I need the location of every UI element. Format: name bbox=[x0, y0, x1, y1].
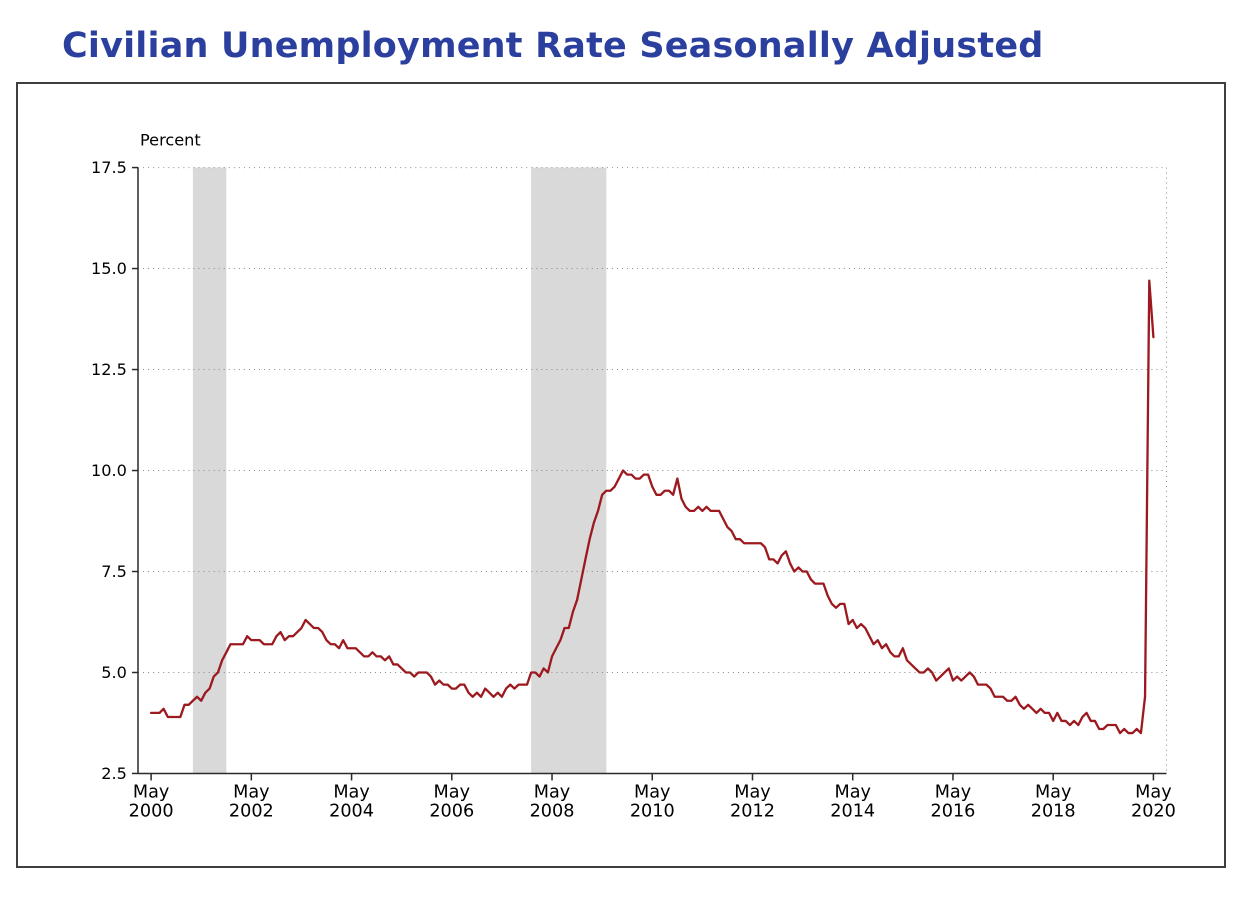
y-tick-label: 15.0 bbox=[91, 259, 127, 278]
x-tick-label: May 2000 bbox=[129, 782, 174, 821]
x-tick-label: May 2014 bbox=[830, 782, 875, 821]
chart-panel: 2.5 5.0 7.5 10.0 12.5 15.0 17.5 May 2000 May 2002 M… bbox=[16, 82, 1226, 868]
x-tick-label: May 2012 bbox=[730, 782, 775, 821]
y-axis-title: Percent bbox=[140, 131, 201, 150]
x-tick-label: May 2006 bbox=[429, 782, 474, 821]
y-tick-label: 12.5 bbox=[91, 360, 127, 379]
x-tick-label: May 2010 bbox=[630, 782, 675, 821]
x-tick-label: May 2018 bbox=[1031, 782, 1076, 821]
y-tick-label: 17.5 bbox=[91, 158, 127, 177]
y-tick-label: 5.0 bbox=[101, 663, 127, 682]
recession-2008-band bbox=[531, 167, 607, 774]
unemployment-line-chart: 2.5 5.0 7.5 10.0 12.5 15.0 17.5 May 2000 May 2002 M… bbox=[91, 131, 1176, 821]
y-tick-label: 10.0 bbox=[91, 461, 127, 480]
x-tick-label: May 2020 bbox=[1131, 782, 1176, 821]
x-tick-label: May 2004 bbox=[329, 782, 374, 821]
unemployment-series-line bbox=[149, 279, 1155, 735]
page-title: Civilian Unemployment Rate Seasonally Ad… bbox=[62, 26, 1044, 66]
x-tick-label: May 2016 bbox=[931, 782, 976, 821]
y-tick-label: 7.5 bbox=[101, 562, 127, 581]
x-tick-label: May 2008 bbox=[530, 782, 575, 821]
x-tick-label: May 2002 bbox=[229, 782, 274, 821]
y-tick-label: 2.5 bbox=[101, 764, 127, 783]
